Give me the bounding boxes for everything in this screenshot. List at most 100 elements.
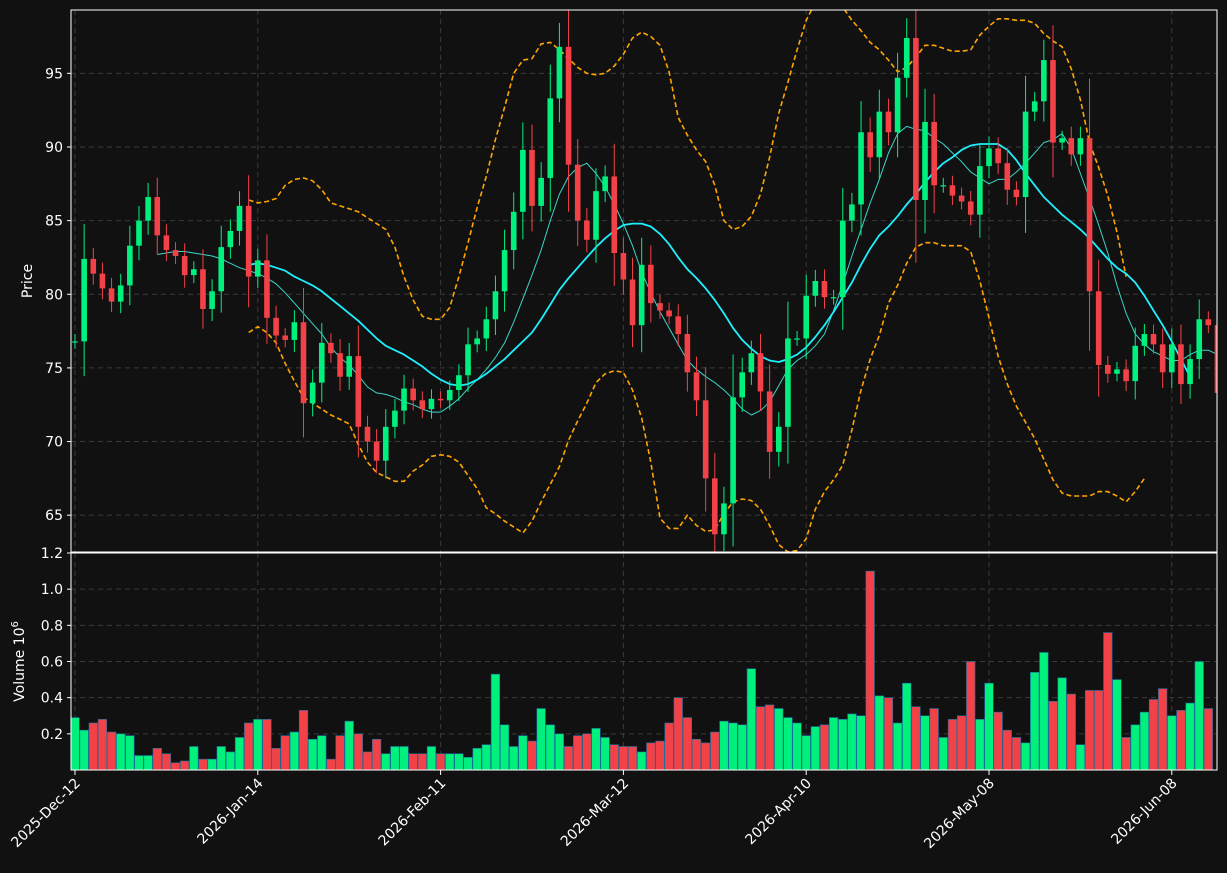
volume-bar — [1002, 729, 1012, 771]
volume-bar — [518, 735, 528, 771]
volume-bar — [408, 753, 418, 771]
volume-bar — [481, 744, 491, 771]
volume-bar — [445, 753, 455, 771]
volume-bar — [1194, 661, 1204, 771]
volume-bar — [536, 708, 546, 771]
volume-axis-title: Volume 106 — [10, 621, 28, 702]
candle-body — [775, 426, 782, 452]
volume-bar — [1103, 632, 1113, 771]
candle-body — [181, 255, 188, 276]
volume-bar — [1158, 688, 1168, 771]
price-tick-label: 85 — [45, 214, 63, 230]
candle-body — [245, 205, 252, 277]
volume-bar — [426, 746, 437, 771]
volume-bar — [125, 735, 135, 771]
price-tick-label: 80 — [45, 287, 63, 303]
volume-bar — [1112, 679, 1122, 771]
candle-body — [931, 121, 937, 186]
volume-bar — [966, 661, 976, 771]
volume-bar — [810, 726, 820, 771]
candle-body — [465, 344, 471, 376]
candle-body — [812, 281, 819, 296]
volume-bar — [435, 753, 446, 771]
candle-body — [1205, 319, 1212, 326]
volume-bar — [673, 697, 683, 771]
volume-bar — [655, 740, 665, 771]
volume-bar — [929, 708, 939, 771]
volume-bar — [362, 751, 373, 771]
candle-body — [693, 372, 700, 401]
candle-body — [291, 322, 298, 340]
volume-bar — [1039, 652, 1049, 771]
volume-bar — [765, 704, 775, 771]
price-tick-label: 65 — [45, 508, 63, 524]
candle-body — [648, 264, 654, 304]
volume-bar — [774, 708, 784, 771]
volume-bar — [490, 673, 501, 771]
volume-bar — [207, 758, 217, 771]
volume-tick-label: 0.8 — [41, 618, 63, 634]
volume-bar — [134, 755, 144, 771]
volume-bar — [554, 733, 565, 771]
candle-body — [638, 264, 645, 326]
candle-body — [657, 303, 663, 311]
price-tick-label: 95 — [45, 66, 63, 82]
candle-body — [428, 398, 435, 410]
volume-bar — [573, 735, 583, 771]
candle-body — [858, 132, 864, 205]
volume-bar — [381, 753, 391, 771]
candle-body — [1095, 291, 1102, 365]
candle-body — [382, 426, 389, 461]
candle-body — [191, 269, 197, 276]
candle-body — [392, 410, 398, 427]
price-tick-label: 70 — [45, 435, 63, 451]
volume-bar — [874, 695, 884, 771]
candle-body — [236, 205, 243, 231]
volume-bar — [1030, 672, 1040, 771]
candle-body — [154, 197, 161, 236]
volume-bar — [308, 738, 318, 771]
candle-body — [885, 111, 892, 133]
volume-bar — [417, 753, 427, 771]
candle-body — [1187, 359, 1193, 385]
volume-bar — [161, 753, 172, 771]
volume-bar — [911, 706, 921, 771]
volume-bar — [591, 728, 601, 771]
candle-body — [273, 317, 279, 336]
candle-body — [510, 211, 517, 251]
volume-bar — [819, 724, 830, 771]
volume-bar — [609, 744, 619, 771]
volume-bar — [317, 735, 327, 771]
candle-body — [830, 297, 837, 299]
candle-body — [492, 291, 499, 320]
candle-body — [483, 319, 490, 339]
volume-bar — [637, 751, 647, 771]
volume-tick-label: 0.2 — [41, 727, 63, 743]
candle-body — [785, 338, 791, 427]
volume-bar — [1084, 690, 1095, 771]
candle-body — [1150, 334, 1157, 345]
volume-bar — [902, 682, 912, 771]
volume-bar — [1057, 677, 1067, 771]
candle-body — [1059, 138, 1065, 143]
volume-bar — [79, 729, 89, 771]
volume-bar — [792, 722, 802, 771]
candle-body — [958, 195, 965, 202]
volume-bar — [865, 570, 875, 771]
volume-bar — [582, 733, 592, 771]
volume-tick-label: 1.2 — [41, 546, 63, 562]
candle-body — [501, 250, 508, 292]
candle-body — [474, 338, 480, 345]
candle-body — [255, 260, 261, 277]
candle-body — [702, 400, 709, 479]
candle-body — [364, 426, 371, 442]
candle-body — [574, 164, 581, 221]
volume-bar — [975, 719, 985, 771]
volume-bar — [618, 746, 628, 771]
candle-body — [565, 46, 572, 165]
volume-bar — [106, 731, 117, 771]
candle-body — [849, 204, 855, 221]
volume-bar — [1176, 710, 1186, 771]
volume-bar — [88, 722, 98, 771]
